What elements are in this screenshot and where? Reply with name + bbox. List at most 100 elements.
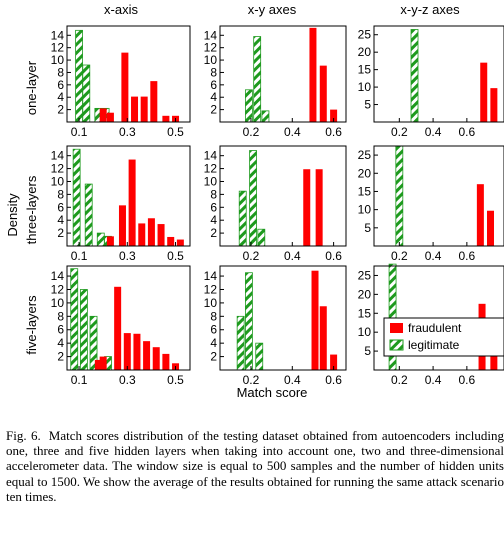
y-tick-label: 4 bbox=[57, 213, 64, 227]
y-tick-label: 2 bbox=[210, 226, 217, 240]
bar-legitimate-five-layers-x-y bbox=[237, 316, 244, 370]
y-tick-label: 25 bbox=[358, 148, 372, 162]
y-tick-label: 14 bbox=[204, 269, 218, 283]
x-tick-label: 0.4 bbox=[284, 373, 301, 387]
x-tick-label: 0.3 bbox=[119, 125, 136, 139]
column-title-x-axis: x-axis bbox=[104, 2, 138, 17]
caption-label: Fig. 6. bbox=[6, 428, 41, 443]
y-tick-label: 8 bbox=[57, 65, 64, 79]
bar-fraudulent-one-layer-x-y-z bbox=[480, 63, 487, 122]
y-tick-label: 14 bbox=[204, 28, 218, 42]
bar-fraudulent-five-layers-x-axis bbox=[124, 333, 131, 370]
y-tick-label: 4 bbox=[57, 90, 64, 104]
bar-fraudulent-one-layer-x-axis bbox=[121, 53, 128, 122]
x-tick-label: 0.6 bbox=[459, 125, 476, 139]
y-tick-label: 10 bbox=[204, 53, 218, 67]
bar-legitimate-one-layer-x-y bbox=[262, 111, 269, 122]
bar-fraudulent-one-layer-x-y bbox=[309, 28, 316, 122]
bar-fraudulent-five-layers-x-axis bbox=[143, 341, 150, 370]
bar-fraudulent-one-layer-x-axis bbox=[141, 97, 148, 122]
bar-fraudulent-three-layers-x-y-z bbox=[477, 184, 484, 246]
caption-text: Match scores distribution of the testing… bbox=[6, 428, 504, 504]
y-tick-label: 12 bbox=[51, 282, 65, 296]
y-tick-label: 20 bbox=[358, 287, 372, 301]
bar-fraudulent-one-layer-x-y-z bbox=[490, 88, 497, 122]
bar-legitimate-five-layers-x-axis bbox=[71, 269, 78, 370]
histogram-grid-figure: x-axis x-y axes x-y-z axes one-layer thr… bbox=[0, 0, 504, 400]
y-tick-label: 6 bbox=[57, 78, 64, 92]
y-tick-label: 12 bbox=[204, 282, 218, 296]
bar-fraudulent-five-layers-x-axis bbox=[114, 287, 121, 370]
y-tick-label: 10 bbox=[204, 174, 218, 188]
y-tick-label: 12 bbox=[51, 41, 65, 55]
bar-fraudulent-three-layers-x-axis bbox=[119, 205, 126, 246]
bar-legitimate-one-layer-x-y-z bbox=[411, 29, 418, 122]
bar-legitimate-three-layers-x-axis bbox=[73, 149, 80, 246]
y-tick-label: 8 bbox=[210, 65, 217, 79]
bar-legitimate-three-layers-x-y bbox=[258, 229, 265, 246]
bar-fraudulent-three-layers-x-y bbox=[316, 169, 323, 246]
panel-three-layers-x-y-z: 5101520250.2 0.4 0.6 bbox=[358, 146, 504, 263]
y-tick-label: 10 bbox=[51, 53, 65, 67]
x-tick-label: 0.2 bbox=[391, 373, 408, 387]
y-tick-label: 10 bbox=[51, 174, 65, 188]
x-tick-label: 0.2 bbox=[243, 373, 260, 387]
y-tick-label: 15 bbox=[358, 306, 372, 320]
y-tick-label: 12 bbox=[204, 41, 218, 55]
y-axis-label: Density bbox=[5, 193, 20, 237]
x-axis-label: Match score bbox=[237, 385, 308, 400]
bar-legitimate-one-layer-x-y bbox=[254, 37, 261, 122]
x-tick-label: 0.6 bbox=[325, 249, 342, 263]
bar-legitimate-three-layers-x-y-z bbox=[396, 146, 403, 246]
legend: fraudulent legitimate bbox=[384, 318, 504, 356]
x-tick-label: 0.6 bbox=[459, 373, 476, 387]
bar-legitimate-three-layers-x-axis bbox=[97, 233, 104, 246]
y-tick-label: 2 bbox=[57, 226, 64, 240]
x-tick-label: 0.2 bbox=[391, 125, 408, 139]
x-tick-label: 0.4 bbox=[425, 125, 442, 139]
panel-five-layers-x-y: 24681012140.2 0.4 0.6 bbox=[204, 264, 366, 388]
y-tick-label: 8 bbox=[57, 309, 64, 323]
bar-legitimate-three-layers-x-y bbox=[250, 151, 257, 246]
bar-fraudulent-five-layers-x-y bbox=[320, 306, 327, 370]
bar-fraudulent-one-layer-x-axis bbox=[107, 113, 114, 122]
panel-three-layers-x-axis: 24681012140.1 0.3 0.5 bbox=[51, 144, 210, 264]
y-tick-label: 12 bbox=[204, 162, 218, 176]
row-title-one-layer: one-layer bbox=[24, 60, 39, 115]
bar-fraudulent-five-layers-x-axis bbox=[100, 357, 107, 370]
x-tick-label: 0.5 bbox=[167, 125, 184, 139]
y-tick-label: 15 bbox=[358, 184, 372, 198]
y-tick-label: 15 bbox=[358, 63, 372, 77]
y-tick-label: 20 bbox=[358, 166, 372, 180]
x-tick-label: 0.6 bbox=[459, 249, 476, 263]
y-tick-label: 8 bbox=[210, 187, 217, 201]
bar-fraudulent-one-layer-x-axis bbox=[100, 108, 107, 122]
legend-legitimate-label: legitimate bbox=[408, 338, 460, 352]
x-tick-label: 0.1 bbox=[71, 373, 88, 387]
row-title-five-layers: five-layers bbox=[24, 295, 39, 355]
bar-fraudulent-five-layers-x-axis bbox=[153, 347, 160, 370]
y-tick-label: 2 bbox=[57, 350, 64, 364]
y-tick-label: 14 bbox=[204, 149, 218, 163]
x-tick-label: 0.1 bbox=[71, 125, 88, 139]
bar-legitimate-three-layers-x-axis bbox=[85, 184, 92, 246]
bar-legitimate-one-layer-x-axis bbox=[83, 65, 90, 122]
row-title-three-layers: three-layers bbox=[24, 175, 39, 244]
x-tick-label: 0.4 bbox=[284, 125, 301, 139]
x-tick-label: 0.4 bbox=[425, 373, 442, 387]
y-tick-label: 2 bbox=[210, 103, 217, 117]
y-tick-label: 4 bbox=[57, 336, 64, 350]
x-tick-label: 0.4 bbox=[284, 249, 301, 263]
y-tick-label: 10 bbox=[358, 203, 372, 217]
x-tick-label: 0.3 bbox=[119, 249, 136, 263]
figure-caption: Fig. 6. Match scores distribution of the … bbox=[6, 428, 504, 504]
bar-legitimate-one-layer-x-y bbox=[245, 90, 252, 122]
y-tick-label: 8 bbox=[210, 309, 217, 323]
bar-fraudulent-three-layers-x-axis bbox=[107, 236, 114, 246]
y-tick-label: 25 bbox=[358, 28, 372, 42]
bar-legitimate-three-layers-x-y bbox=[239, 191, 246, 246]
